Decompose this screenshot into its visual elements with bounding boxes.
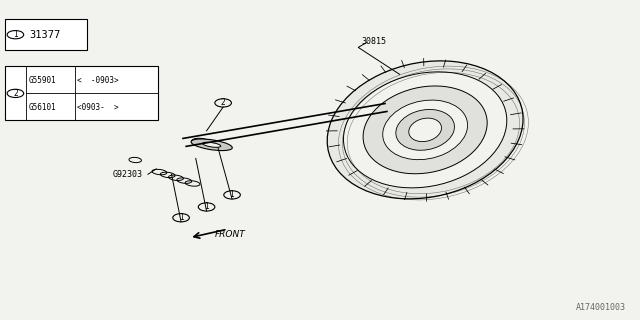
Text: 1: 1: [179, 213, 184, 222]
Ellipse shape: [409, 118, 442, 142]
Ellipse shape: [344, 72, 507, 188]
Text: 1: 1: [204, 203, 209, 212]
Text: 2: 2: [221, 99, 225, 108]
Ellipse shape: [196, 140, 206, 144]
FancyBboxPatch shape: [4, 20, 88, 50]
Text: <  -0903>: < -0903>: [77, 76, 119, 84]
Ellipse shape: [363, 86, 487, 174]
Ellipse shape: [383, 100, 468, 160]
Ellipse shape: [327, 61, 523, 199]
Text: 2: 2: [13, 89, 18, 98]
Text: G55901: G55901: [28, 76, 56, 84]
Text: A174001003: A174001003: [576, 303, 626, 312]
Text: 30815: 30815: [362, 36, 387, 45]
Ellipse shape: [191, 139, 232, 151]
Text: G56101: G56101: [28, 102, 56, 112]
FancyBboxPatch shape: [4, 67, 157, 120]
Text: <0903-  >: <0903- >: [77, 102, 119, 112]
Ellipse shape: [396, 109, 454, 150]
Text: G92303: G92303: [113, 170, 143, 179]
Text: 1: 1: [230, 190, 234, 199]
Ellipse shape: [203, 142, 221, 147]
Text: 1: 1: [13, 30, 18, 39]
Text: FRONT: FRONT: [215, 230, 246, 239]
Text: 31377: 31377: [29, 30, 61, 40]
Ellipse shape: [191, 138, 210, 146]
